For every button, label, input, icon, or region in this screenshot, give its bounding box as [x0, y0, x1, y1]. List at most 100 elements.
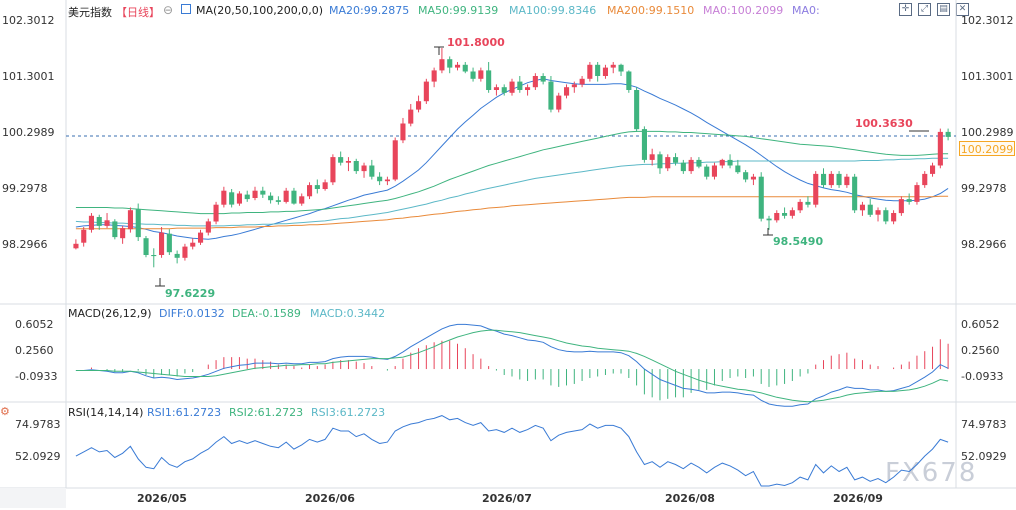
- candle-body: [525, 87, 531, 90]
- candle-body: [268, 195, 274, 201]
- candle-body: [813, 173, 819, 205]
- eye-icon[interactable]: ⊖: [163, 3, 174, 17]
- candle-body: [120, 228, 126, 239]
- settings-icon[interactable]: ▤: [937, 3, 950, 16]
- ma0-value: MA0:100.2099: [703, 4, 784, 17]
- rsi3-value: RSI3:61.2723: [311, 406, 386, 419]
- candle-body: [540, 76, 546, 82]
- candle-body: [275, 200, 281, 202]
- candle-body: [314, 185, 320, 189]
- candle-body: [501, 87, 507, 93]
- candle-body: [509, 81, 515, 93]
- macd-dea-line: [75, 329, 949, 403]
- price-tick-3: 100.2989: [961, 126, 1014, 139]
- candle-body: [143, 238, 149, 255]
- period-label[interactable]: 【日线】: [116, 6, 160, 19]
- candle-body: [891, 213, 897, 222]
- candle-body: [688, 159, 694, 172]
- footer-button-bg: [0, 488, 66, 508]
- candle-body: [750, 176, 756, 180]
- ma20-value: MA20:99.2875: [329, 4, 410, 17]
- candle-body: [836, 173, 842, 186]
- ma-toggle-icon[interactable]: [181, 4, 191, 14]
- crosshair-icon[interactable]: ✛: [899, 3, 912, 16]
- macd-dea: DEA:-0.1589: [232, 307, 301, 320]
- price-tick-5: 98.2966: [961, 238, 1007, 251]
- candle-body: [704, 166, 710, 177]
- candle-body: [859, 204, 865, 211]
- ma-line-ma50: [75, 130, 949, 215]
- candle-body: [618, 64, 624, 72]
- candle-body: [81, 229, 87, 243]
- candle-body: [252, 190, 258, 198]
- candle-body: [416, 101, 422, 110]
- ma100-value: MA100:99.8346: [509, 4, 597, 17]
- candle-body: [307, 185, 313, 197]
- candle-body: [229, 192, 235, 205]
- candle-body: [532, 76, 538, 88]
- candle-body: [392, 140, 398, 180]
- settings-gear-icon[interactable]: ⚙: [0, 405, 10, 418]
- macd-tick-left-2: 0.2560: [15, 344, 54, 357]
- candle-body: [766, 218, 772, 221]
- high-annotation: 101.8000: [447, 36, 505, 49]
- candle-body: [548, 81, 554, 110]
- current-price-tag: 100.2099: [959, 141, 1015, 156]
- candle-body: [595, 64, 601, 76]
- local-low-annotation: 98.5490: [773, 235, 824, 248]
- macd-tick-left-3: -0.0933: [15, 370, 58, 383]
- price-tick-4: 99.2978: [961, 182, 1007, 195]
- recent-high-annotation: 100.3630: [855, 117, 913, 130]
- fullscreen-icon[interactable]: ⤢: [918, 3, 931, 16]
- candle-body: [556, 95, 562, 110]
- candle-body: [727, 159, 733, 166]
- candle-body: [439, 59, 445, 71]
- candle-body: [634, 90, 640, 130]
- candle-body: [447, 59, 453, 68]
- candle-body: [657, 154, 663, 169]
- candle-body: [571, 84, 577, 88]
- candle-body: [774, 213, 780, 221]
- price-tick-left-5: 98.2966: [2, 238, 48, 251]
- candle-body: [135, 209, 141, 238]
- price-tick-left-2: 101.3001: [2, 70, 55, 83]
- candle-body: [112, 221, 118, 238]
- macd-dif: DIFF:0.0132: [159, 307, 225, 320]
- candle-body: [166, 233, 172, 253]
- candle-body: [844, 176, 850, 186]
- candle-body: [564, 87, 570, 96]
- candle-body: [517, 81, 523, 90]
- candle-body: [649, 154, 655, 160]
- macd-tick-left-1: 0.6052: [15, 318, 54, 331]
- candle-body: [338, 157, 344, 163]
- candle-body: [711, 165, 717, 177]
- macd-dif-line: [75, 323, 949, 407]
- price-tick-left-4: 99.2978: [2, 182, 48, 195]
- candle-body: [213, 204, 219, 222]
- rsi-tick-left-1: 74.9783: [15, 418, 61, 431]
- candle-body: [797, 201, 803, 211]
- candle-body: [462, 64, 468, 72]
- candle-body: [431, 70, 437, 82]
- candle-body: [641, 129, 647, 160]
- candle-body: [805, 201, 811, 205]
- candle-body: [930, 165, 936, 174]
- candle-body: [493, 87, 499, 90]
- x-tick-2: 2026/06: [305, 492, 355, 505]
- candle-body: [821, 173, 827, 186]
- candle-body: [883, 210, 889, 222]
- price-tick-left-1: 102.3012: [2, 14, 55, 27]
- candle-body: [377, 176, 383, 182]
- candle-body: [291, 190, 297, 204]
- candle-body: [673, 157, 679, 163]
- macd-params: MACD(26,12,9): [68, 307, 152, 320]
- candle-body: [73, 243, 79, 249]
- macd-tick-2: 0.2560: [961, 344, 1000, 357]
- candle-body: [743, 172, 749, 180]
- candle-body: [384, 179, 390, 182]
- candle-body: [151, 255, 157, 257]
- candle-body: [875, 210, 881, 215]
- macd-value: MACD:0.3442: [310, 307, 386, 320]
- candle-body: [345, 161, 351, 163]
- candle-body: [408, 109, 414, 124]
